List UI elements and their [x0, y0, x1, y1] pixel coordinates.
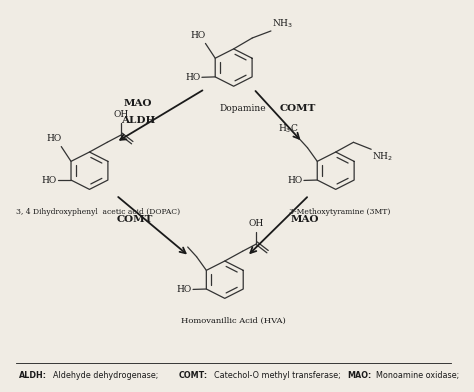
Text: COMT:: COMT:: [178, 371, 207, 380]
Text: HO: HO: [42, 176, 57, 185]
Text: Monoamine oxidase;: Monoamine oxidase;: [375, 371, 459, 380]
Text: MAO:: MAO:: [347, 371, 371, 380]
Text: HO: HO: [46, 134, 61, 143]
Text: MAO: MAO: [124, 100, 153, 109]
Text: HO: HO: [190, 31, 205, 40]
Text: 3-Methoxytyramine (3MT): 3-Methoxytyramine (3MT): [290, 208, 391, 216]
Text: OH: OH: [249, 219, 264, 228]
Text: COMT: COMT: [280, 104, 316, 113]
Text: HO: HO: [177, 285, 192, 294]
Text: Aldehyde dehydrogenase;: Aldehyde dehydrogenase;: [53, 371, 158, 380]
Text: Dopamine: Dopamine: [219, 104, 266, 113]
Text: HO: HO: [186, 73, 201, 82]
Text: ALDH: ALDH: [121, 116, 155, 125]
Text: MAO: MAO: [291, 215, 319, 224]
Text: Catechol-O methyl transferase;: Catechol-O methyl transferase;: [214, 371, 340, 380]
Text: NH$_3$: NH$_3$: [272, 17, 293, 30]
Text: ALDH:: ALDH:: [18, 371, 46, 380]
Text: OH: OH: [113, 110, 128, 119]
Text: Homovanillic Acid (HVA): Homovanillic Acid (HVA): [181, 317, 286, 325]
Text: H$_3$C: H$_3$C: [278, 123, 299, 135]
Text: 3, 4 Dihydroxyphenyl  acetic acid (DOPAC): 3, 4 Dihydroxyphenyl acetic acid (DOPAC): [16, 208, 181, 216]
Text: COMT: COMT: [117, 215, 154, 224]
Text: HO: HO: [288, 176, 303, 185]
Text: NH$_2$: NH$_2$: [372, 151, 393, 163]
